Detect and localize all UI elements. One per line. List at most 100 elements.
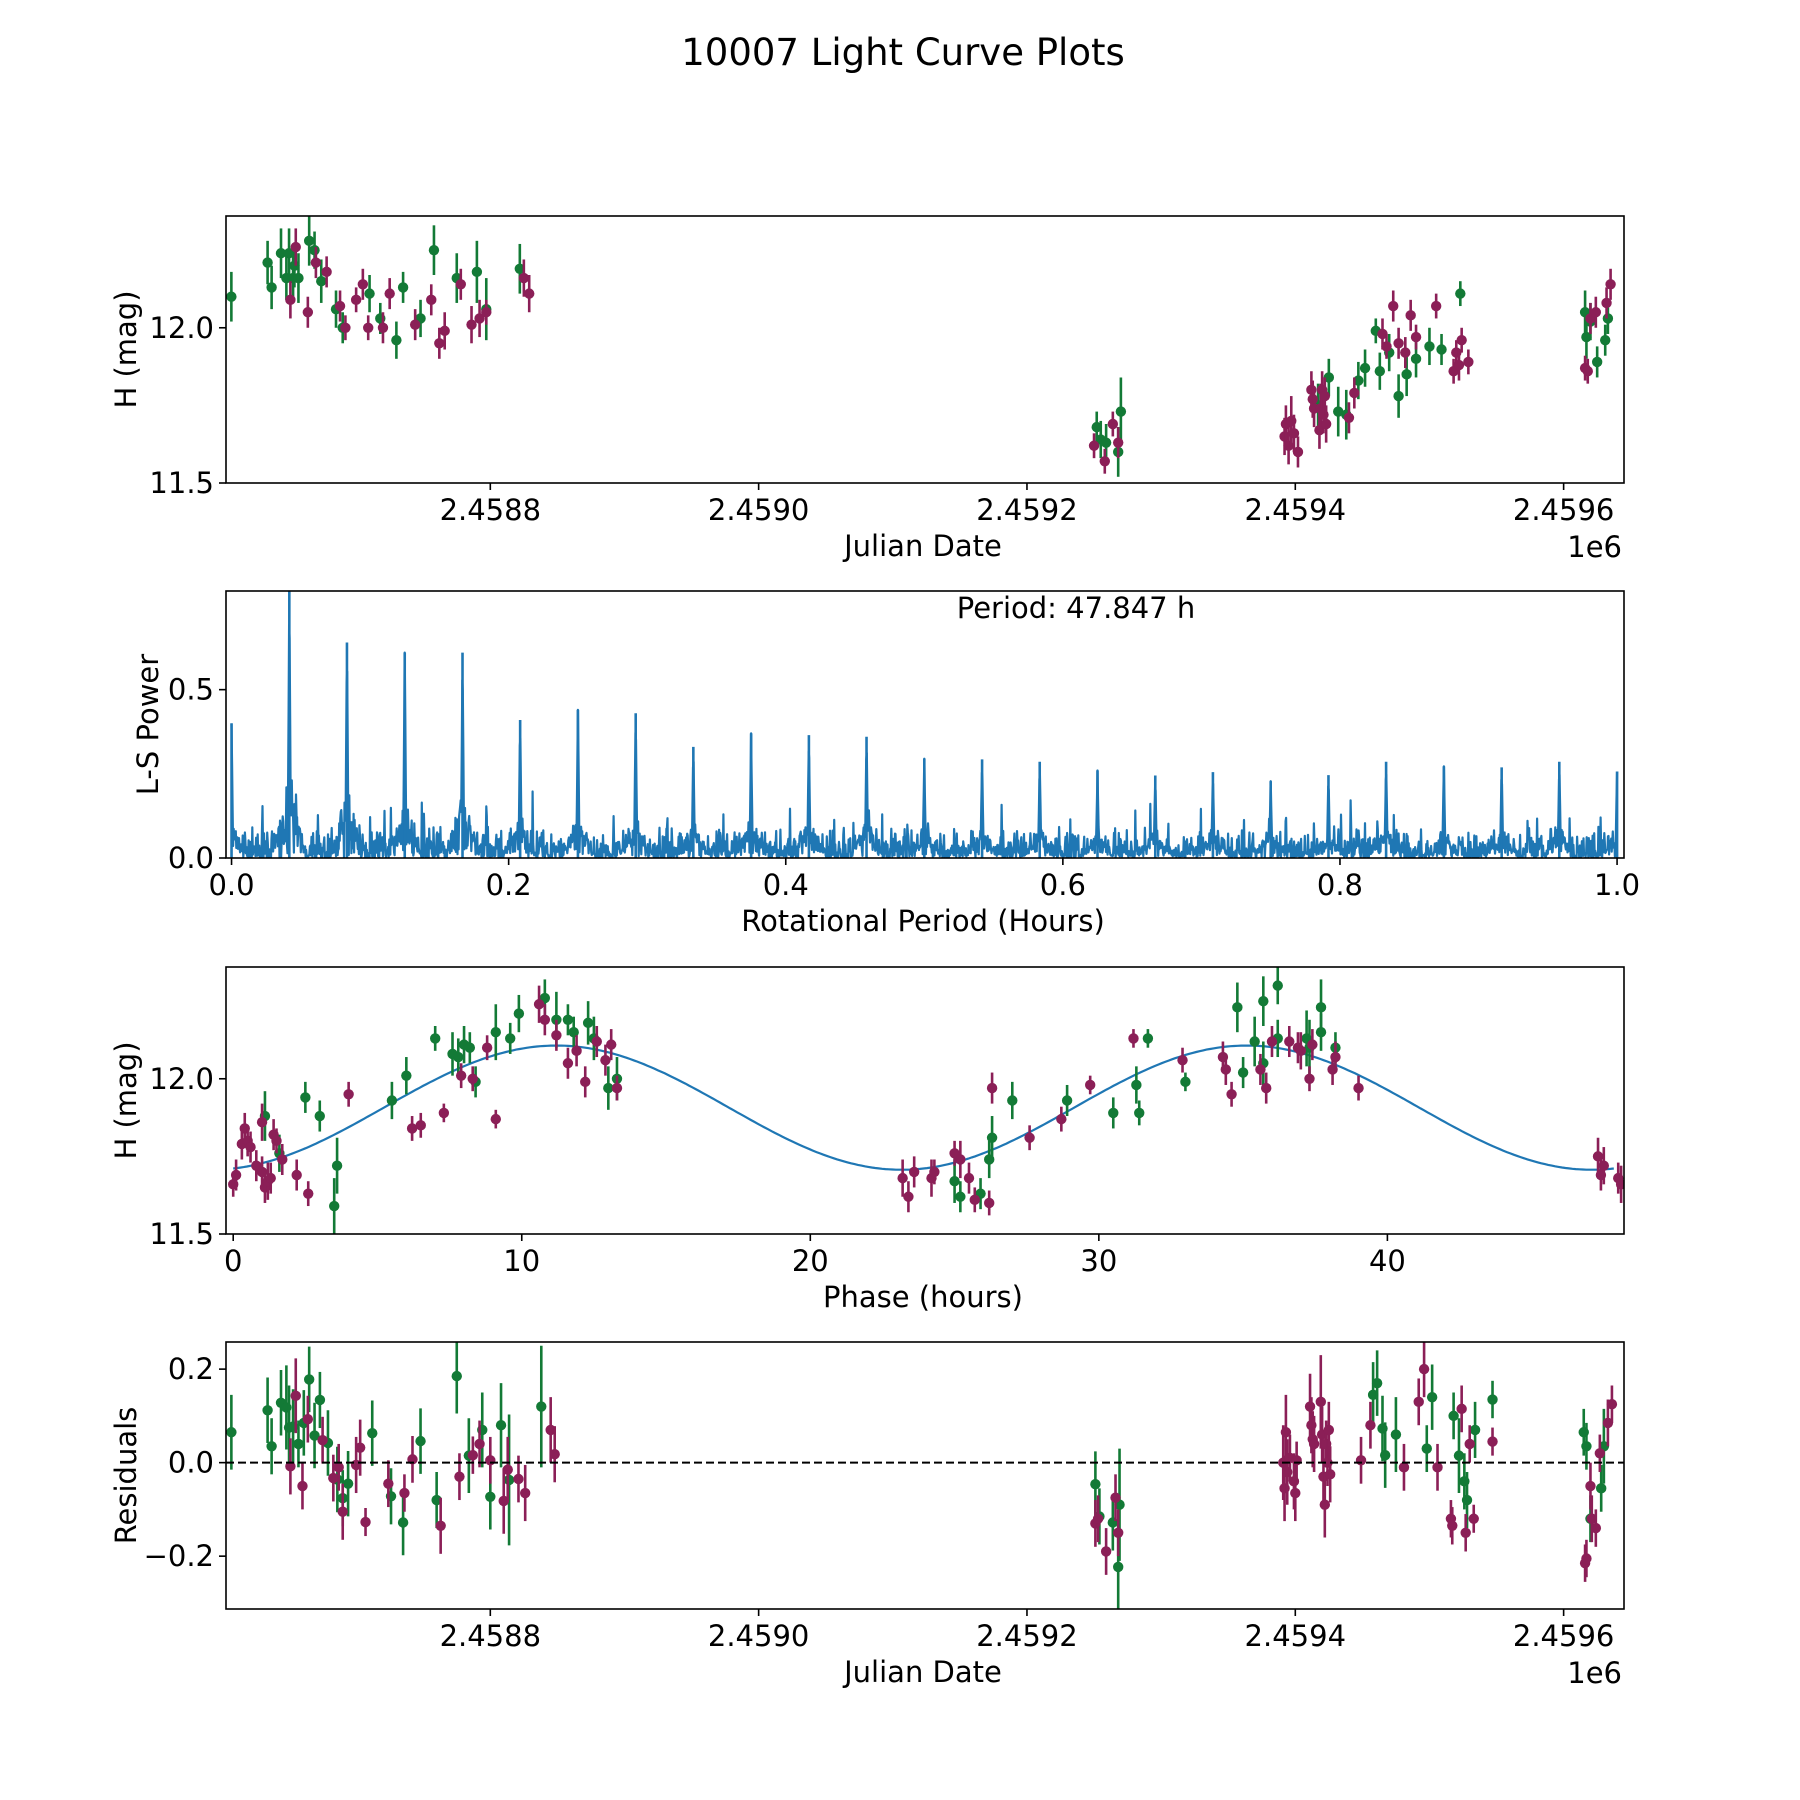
data-point: [562, 1058, 574, 1069]
data-point: [1602, 313, 1614, 324]
data-point: [474, 313, 485, 324]
data-point: [1128, 1033, 1139, 1044]
data-point: [453, 1051, 464, 1063]
data-point: [1456, 1403, 1467, 1415]
data-point: [438, 1107, 450, 1119]
data-point: [302, 1413, 314, 1425]
x-tick-label: 0.2: [486, 868, 532, 902]
data-point: [1591, 356, 1603, 368]
data-point: [1320, 418, 1332, 430]
data-point: [384, 288, 395, 299]
data-point: [342, 1478, 354, 1489]
data-point: [300, 1092, 311, 1103]
data-point: [1388, 300, 1399, 312]
data-point: [1295, 1045, 1307, 1057]
data-point: [435, 1520, 446, 1531]
x-tick-label: 2.4588: [440, 1619, 541, 1653]
data-point: [611, 1082, 623, 1094]
x-tick-label: 2.4592: [976, 1619, 1077, 1653]
residuals-axes: 2.4588 2.4590 2.4592 2.4594 2.4596 −0.2 0.0 0.…: [109, 1341, 1625, 1690]
data-point: [1024, 1132, 1035, 1143]
data-point: [1367, 1389, 1379, 1401]
data-point: [963, 1172, 975, 1184]
data-point: [1590, 1522, 1602, 1534]
data-point: [1355, 1455, 1367, 1466]
y-tick-label: 11.5: [149, 1217, 214, 1251]
phased-frame: [225, 966, 1625, 1235]
data-point: [337, 1506, 348, 1517]
data-point: [1413, 1396, 1424, 1408]
data-point: [415, 1435, 426, 1447]
y-tick-label: 12.0: [149, 311, 214, 345]
phased-xticks: 0 10 20 30 40: [224, 1234, 1406, 1278]
data-point: [1586, 1513, 1598, 1524]
data-point: [1061, 1095, 1073, 1106]
data-point: [1464, 1438, 1475, 1450]
data-point: [495, 1420, 507, 1431]
data-point: [439, 325, 450, 337]
data-point: [1393, 390, 1404, 402]
data-point: [591, 1036, 602, 1047]
x-tick-label: 2.4596: [1513, 493, 1614, 527]
data-point: [545, 1424, 556, 1436]
data-point: [467, 1449, 479, 1461]
data-point: [1115, 406, 1127, 417]
data-point: [297, 1480, 308, 1492]
data-point: [503, 1474, 515, 1486]
data-point: [1232, 1002, 1243, 1013]
data-point: [1307, 393, 1318, 405]
y-tick-label: 12.0: [149, 1062, 214, 1096]
data-point: [1448, 1410, 1459, 1422]
data-point: [1426, 1391, 1438, 1403]
data-point: [929, 1166, 940, 1178]
data-point: [1595, 1483, 1607, 1494]
data-point: [1272, 980, 1283, 991]
period-annotation: Period: 47.847 h: [957, 591, 1196, 625]
data-point: [1410, 353, 1422, 365]
residuals-frame: [225, 1341, 1625, 1610]
data-point: [293, 1438, 304, 1450]
data-point: [467, 1073, 478, 1084]
data-point: [226, 1427, 237, 1438]
periodogram-ylabel: L-S Power: [131, 654, 165, 795]
x-tick-label: 0.4: [763, 868, 809, 902]
data-point: [897, 1172, 908, 1184]
data-point: [1292, 446, 1304, 458]
data-point: [1381, 341, 1392, 352]
data-point: [1432, 1462, 1443, 1473]
data-point: [1249, 1036, 1260, 1047]
data-point: [1581, 331, 1592, 343]
data-point: [1379, 1449, 1391, 1461]
x-tick-label: 2.4588: [440, 493, 541, 527]
data-point: [367, 1427, 378, 1439]
data-point: [464, 1042, 476, 1053]
data-point: [343, 1089, 354, 1100]
data-point: [451, 1370, 462, 1382]
data-point: [1324, 1469, 1336, 1480]
data-point: [551, 1030, 562, 1041]
data-point: [1605, 279, 1616, 290]
data-point: [285, 1461, 296, 1472]
data-point: [1455, 288, 1466, 299]
data-point: [903, 1191, 914, 1202]
data-point: [1418, 1363, 1430, 1375]
y-tick-label: 0.5: [168, 673, 214, 707]
data-point: [364, 288, 375, 299]
data-point: [1112, 437, 1124, 448]
data-point: [1308, 1438, 1320, 1450]
data-point: [391, 334, 402, 346]
data-point: [1582, 366, 1593, 377]
data-point: [245, 1141, 256, 1153]
data-point: [1598, 1160, 1610, 1171]
data-point: [1405, 310, 1416, 321]
data-point: [1371, 1377, 1383, 1389]
data-point: [533, 999, 545, 1010]
data-point: [1581, 1441, 1592, 1452]
data-point: [1400, 347, 1411, 358]
data-point: [1453, 1450, 1465, 1461]
data-point: [955, 1154, 966, 1165]
data-point: [406, 1123, 418, 1134]
x-tick-label: 2.4594: [1245, 493, 1346, 527]
data-point: [1468, 1513, 1479, 1524]
data-point: [1453, 359, 1465, 371]
